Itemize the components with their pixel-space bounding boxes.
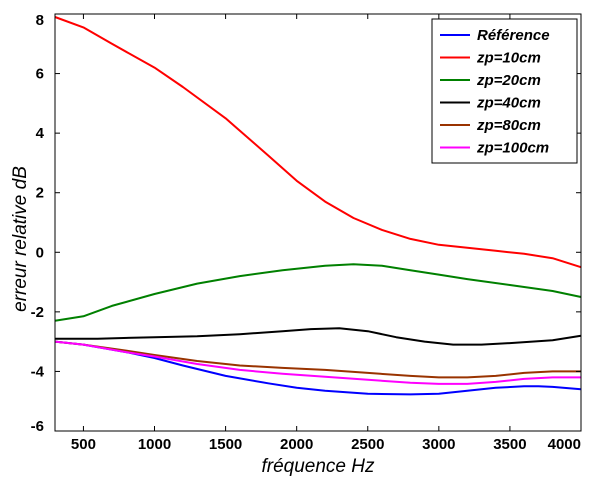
x-tick-label: 4000: [548, 436, 581, 453]
series-line: [55, 327, 582, 346]
x-tick-label: 1000: [138, 436, 171, 453]
legend-entry: zp=100cm: [476, 140, 549, 157]
series-line: [54, 16, 582, 269]
series-line: [54, 340, 581, 385]
legend-box: [431, 18, 578, 164]
x-tick-label: 1500: [209, 436, 242, 453]
x-tick-label: 3000: [422, 436, 455, 453]
legend: Référence zp=10cm zp=20cm zp=40cm zp=80cm zp=…: [431, 18, 578, 164]
series-line: [54, 340, 581, 379]
y-tick-label: 4: [36, 125, 45, 142]
legend-entry: zp=10cm: [476, 50, 541, 67]
series-layer: [54, 16, 582, 396]
x-axis-label: fréquence Hz: [261, 456, 375, 477]
series-line: [54, 340, 582, 396]
x-tick-label: 500: [71, 436, 96, 453]
y-tick-label: 6: [36, 66, 44, 83]
y-tick-label: -6: [31, 418, 44, 435]
x-tick-label: 3500: [493, 436, 526, 453]
y-tick-label: 8: [36, 12, 44, 29]
plot-frame: [54, 13, 582, 432]
y-tick-label: 2: [36, 185, 44, 202]
x-tick-label: 2500: [351, 436, 384, 453]
series-line: [54, 263, 582, 322]
y-tick-label: -4: [31, 363, 45, 380]
y-tick-label: 0: [36, 244, 44, 261]
tick-labels-layer: 500 1000 1500 2000 2500 3000 3500 4000 -6 -4 -2 0 2 4…: [31, 12, 581, 453]
legend-entry: zp=40cm: [476, 95, 541, 112]
legend-entry: zp=80cm: [476, 117, 541, 134]
y-tick-label: -2: [31, 304, 44, 321]
legend-entry: zp=20cm: [476, 72, 541, 89]
y-axis-label: erreur relative dB: [10, 166, 31, 312]
legend-entry: Référence: [477, 27, 550, 44]
x-tick-label: 2000: [280, 436, 313, 453]
ticks-layer: [55, 13, 582, 432]
